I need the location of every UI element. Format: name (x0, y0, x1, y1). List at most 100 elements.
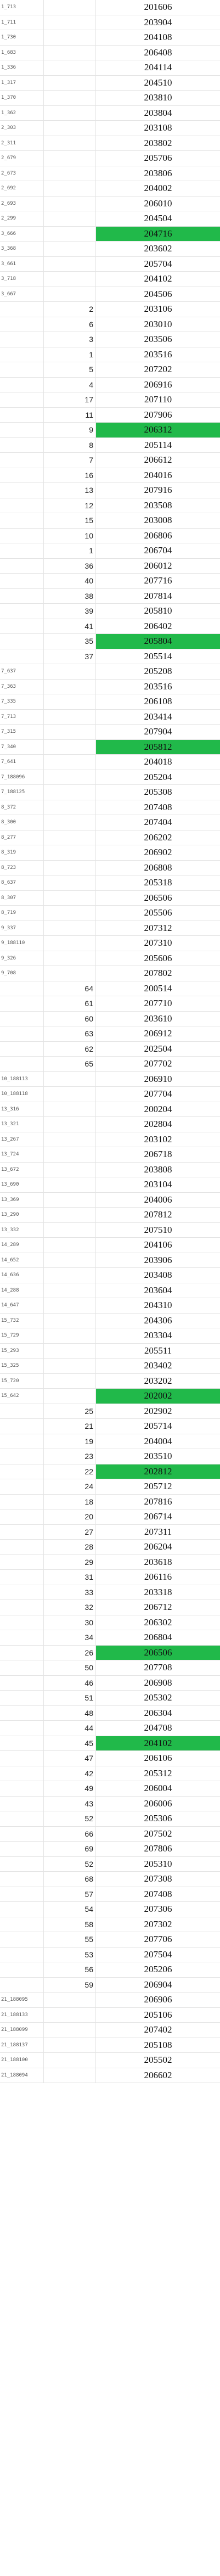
cell-id[interactable] (0, 301, 44, 317)
cell-index[interactable] (43, 815, 96, 830)
cell-id[interactable]: 2_299 (0, 211, 44, 227)
cell-code[interactable]: 205106 (95, 2007, 220, 2023)
cell-id[interactable] (0, 1026, 44, 1042)
cell-id[interactable] (0, 1947, 44, 1962)
cell-id[interactable] (0, 1011, 44, 1026)
cell-code[interactable]: 207904 (95, 724, 220, 740)
cell-code[interactable]: 205318 (95, 875, 220, 891)
cell-code[interactable]: 203102 (95, 1132, 220, 1147)
cell-code[interactable]: 206714 (95, 1509, 220, 1525)
cell-index[interactable]: 2 (43, 301, 96, 317)
cell-id[interactable] (0, 1675, 44, 1691)
cell-id[interactable]: 7_713 (0, 709, 44, 725)
cell-id[interactable] (0, 1887, 44, 1902)
cell-code[interactable]: 207816 (95, 1494, 220, 1509)
cell-id[interactable] (0, 1962, 44, 1978)
cell-index[interactable] (43, 1253, 96, 1268)
cell-id[interactable]: 15_293 (0, 1343, 44, 1359)
cell-code[interactable]: 207312 (95, 921, 220, 936)
cell-index[interactable] (43, 2038, 96, 2053)
cell-id[interactable] (0, 1554, 44, 1570)
cell-index[interactable] (43, 845, 96, 861)
cell-code[interactable]: 205810 (95, 603, 220, 619)
cell-index[interactable] (43, 694, 96, 710)
cell-code[interactable]: 203516 (95, 679, 220, 694)
cell-id[interactable]: 3_368 (0, 241, 44, 257)
cell-code[interactable]: 204006 (95, 1192, 220, 1208)
cell-code[interactable]: 205208 (95, 664, 220, 680)
cell-id[interactable]: 21_188095 (0, 1992, 44, 2008)
cell-id[interactable]: 15_642 (0, 1388, 44, 1404)
cell-code[interactable]: 206202 (95, 830, 220, 845)
cell-code[interactable]: 203602 (95, 241, 220, 257)
cell-code[interactable]: 203408 (95, 1267, 220, 1283)
cell-id[interactable]: 8_277 (0, 830, 44, 845)
cell-code[interactable]: 207510 (95, 1222, 220, 1238)
cell-id[interactable] (0, 1404, 44, 1419)
cell-id[interactable]: 1_713 (0, 0, 44, 15)
cell-code-highlighted[interactable]: 205804 (95, 633, 220, 649)
cell-index[interactable] (43, 800, 96, 815)
cell-index[interactable] (43, 60, 96, 76)
cell-code[interactable]: 207906 (95, 407, 220, 423)
cell-code[interactable]: 201606 (95, 0, 220, 15)
cell-index[interactable]: 36 (43, 558, 96, 574)
cell-code[interactable]: 207708 (95, 1660, 220, 1676)
cell-index[interactable]: 15 (43, 513, 96, 529)
cell-id[interactable] (0, 513, 44, 529)
cell-index[interactable]: 42 (43, 1766, 96, 1781)
cell-code[interactable]: 204506 (95, 287, 220, 302)
cell-id[interactable]: 3_667 (0, 287, 44, 302)
cell-code[interactable]: 203802 (95, 136, 220, 151)
cell-index[interactable] (43, 1992, 96, 2008)
cell-code[interactable]: 206912 (95, 1026, 220, 1042)
cell-id[interactable] (0, 1705, 44, 1721)
cell-id[interactable]: 2_692 (0, 181, 44, 197)
cell-index[interactable] (43, 1388, 96, 1404)
cell-code-highlighted[interactable]: 205812 (95, 739, 220, 755)
cell-index[interactable] (43, 739, 96, 755)
cell-index[interactable] (43, 2068, 96, 2083)
cell-code[interactable]: 203506 (95, 332, 220, 347)
cell-id[interactable]: 1_317 (0, 75, 44, 91)
cell-index[interactable] (43, 226, 96, 242)
cell-index[interactable]: 48 (43, 1705, 96, 1721)
cell-index[interactable]: 31 (43, 1569, 96, 1585)
cell-index[interactable]: 33 (43, 1585, 96, 1600)
cell-id[interactable] (0, 1630, 44, 1646)
cell-code[interactable]: 206806 (95, 528, 220, 543)
cell-index[interactable] (43, 860, 96, 875)
cell-id[interactable]: 1_683 (0, 45, 44, 60)
cell-code[interactable]: 205706 (95, 150, 220, 166)
cell-code[interactable]: 205114 (95, 437, 220, 453)
cell-code[interactable]: 207702 (95, 1056, 220, 1072)
cell-id[interactable]: 1_711 (0, 15, 44, 30)
cell-id[interactable]: 21_188133 (0, 2007, 44, 2023)
cell-id[interactable] (0, 437, 44, 453)
cell-code[interactable]: 204310 (95, 1298, 220, 1314)
cell-index[interactable]: 3 (43, 332, 96, 347)
cell-id[interactable]: 21_188100 (0, 2052, 44, 2068)
cell-id[interactable]: 3_718 (0, 271, 44, 287)
cell-index[interactable]: 23 (43, 1449, 96, 1464)
cell-code[interactable]: 207408 (95, 800, 220, 815)
cell-code[interactable]: 206804 (95, 1630, 220, 1646)
cell-index[interactable]: 39 (43, 603, 96, 619)
cell-id[interactable]: 7_188125 (0, 784, 44, 800)
cell-code[interactable]: 206506 (95, 890, 220, 906)
cell-id[interactable]: 7_363 (0, 679, 44, 694)
cell-index[interactable] (43, 1162, 96, 1177)
cell-index[interactable]: 58 (43, 1917, 96, 1932)
cell-code[interactable]: 202504 (95, 1041, 220, 1057)
cell-code[interactable]: 204708 (95, 1720, 220, 1736)
cell-index[interactable] (43, 271, 96, 287)
cell-code[interactable]: 200204 (95, 1102, 220, 1117)
cell-code[interactable]: 203806 (95, 166, 220, 181)
cell-index[interactable] (43, 0, 96, 15)
cell-code[interactable]: 203010 (95, 317, 220, 332)
cell-id[interactable] (0, 498, 44, 513)
cell-id[interactable]: 1_730 (0, 30, 44, 46)
cell-code[interactable]: 207408 (95, 1887, 220, 1902)
cell-code[interactable]: 207704 (95, 1086, 220, 1102)
cell-index[interactable]: 18 (43, 1494, 96, 1509)
